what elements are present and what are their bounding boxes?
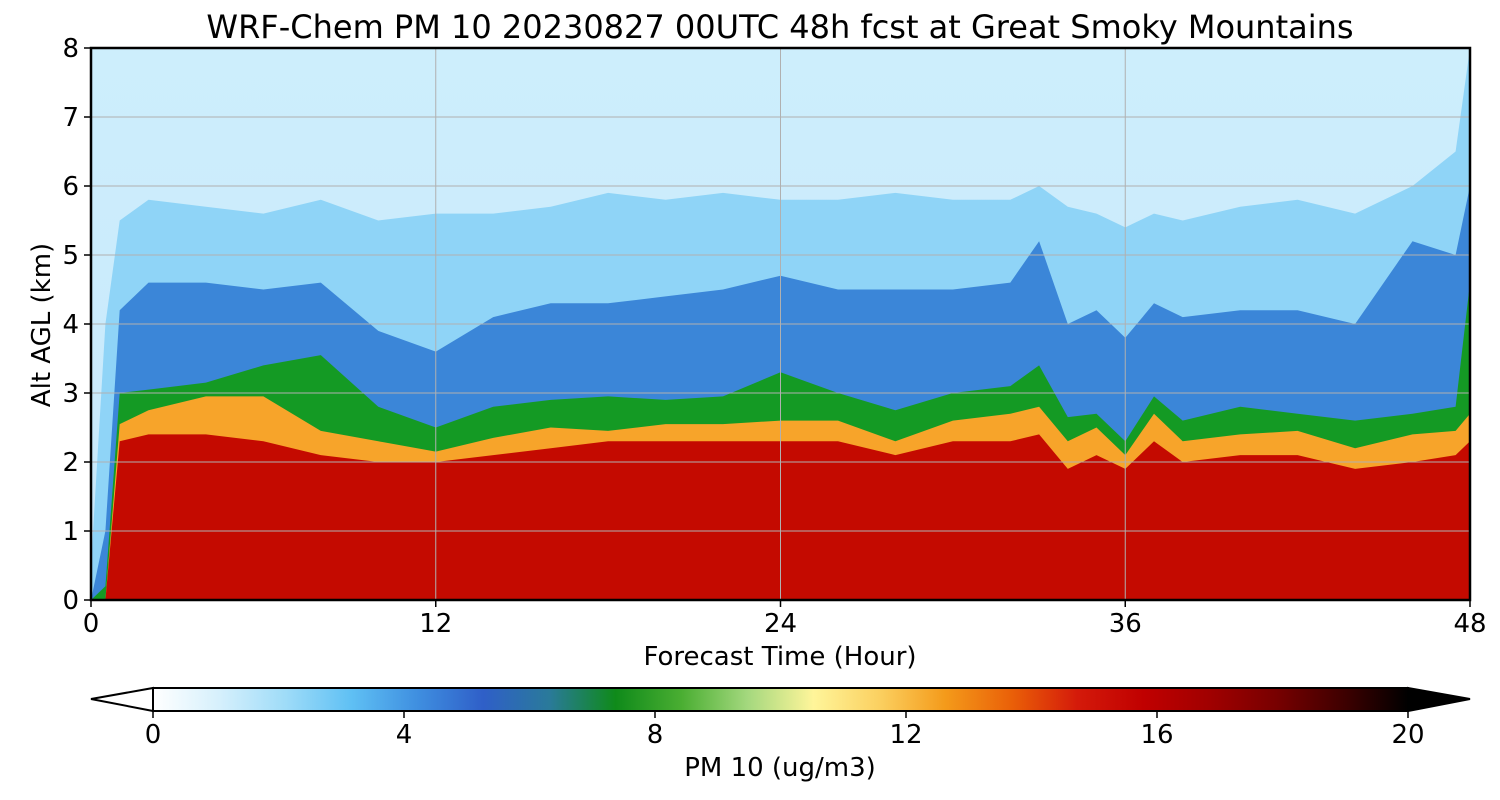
x-tick-label: 0 bbox=[83, 609, 100, 639]
x-tick-label: 48 bbox=[1453, 609, 1486, 639]
colorbar-min-extend bbox=[90, 686, 154, 713]
colorbar-max-extend bbox=[1407, 686, 1471, 713]
colorbar-tick-label: 0 bbox=[145, 720, 162, 750]
y-tick-label: 0 bbox=[62, 586, 79, 616]
y-tick-label: 2 bbox=[62, 448, 79, 478]
y-tick-label: 6 bbox=[62, 172, 79, 202]
y-tick-label: 3 bbox=[62, 379, 79, 409]
x-axis: 0 12 24 36 48 bbox=[83, 600, 1487, 639]
y-tick-label: 1 bbox=[62, 517, 79, 547]
colorbar-tick-label: 12 bbox=[889, 720, 922, 750]
colorbar-gradient bbox=[153, 688, 1408, 711]
colorbar-tick-label: 20 bbox=[1391, 720, 1424, 750]
x-tick-label: 24 bbox=[764, 609, 797, 639]
chart-title: WRF-Chem PM 10 20230827 00UTC 48h fcst a… bbox=[206, 8, 1353, 46]
x-tick-label: 36 bbox=[1109, 609, 1142, 639]
x-axis-label: Forecast Time (Hour) bbox=[643, 642, 916, 672]
colorbar: 0 4 8 12 16 20 PM 10 (ug/m3) bbox=[90, 686, 1471, 783]
y-tick-label: 7 bbox=[62, 103, 79, 133]
y-tick-label: 4 bbox=[62, 310, 79, 340]
colorbar-tick-label: 8 bbox=[647, 720, 664, 750]
colorbar-label: PM 10 (ug/m3) bbox=[684, 753, 876, 783]
colorbar-frame bbox=[152, 687, 1409, 712]
y-tick-label: 5 bbox=[62, 241, 79, 271]
colorbar-tick-label: 16 bbox=[1140, 720, 1173, 750]
y-axis: 0 1 2 3 4 5 6 7 8 bbox=[62, 34, 91, 616]
x-tick-label: 12 bbox=[419, 609, 452, 639]
colorbar-tick-label: 4 bbox=[396, 720, 413, 750]
y-tick-label: 8 bbox=[62, 34, 79, 64]
y-axis-label: Alt AGL (km) bbox=[27, 243, 57, 407]
